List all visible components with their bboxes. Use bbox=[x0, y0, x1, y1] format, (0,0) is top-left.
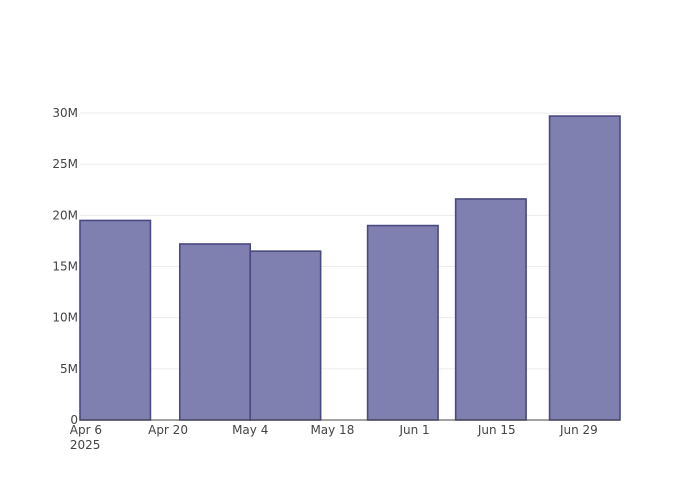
y-tick-label: 5M bbox=[60, 362, 78, 376]
bars bbox=[79, 115, 621, 421]
x-tick-label: Jun 1 bbox=[398, 423, 429, 437]
y-tick-label: 10M bbox=[52, 311, 78, 325]
gridlines bbox=[80, 112, 620, 370]
y-tick-label: 15M bbox=[52, 260, 78, 274]
y-tick-label: 30M bbox=[52, 106, 78, 120]
y-tick-label: 25M bbox=[52, 157, 78, 171]
x-tick-label: May 4 bbox=[232, 423, 268, 437]
x-tick-label: Apr 20 bbox=[148, 423, 188, 437]
y-tick-label: 0 bbox=[70, 413, 78, 427]
x-year-label: 2025 bbox=[70, 438, 101, 452]
bar[interactable] bbox=[178, 243, 252, 421]
tick-labels: 0 5M 10M 15M 20M 25M 30M Apr 6 Apr 20 May 4 May 18… bbox=[52, 106, 597, 452]
x-tick-label: May 18 bbox=[310, 423, 354, 437]
bar[interactable] bbox=[454, 198, 527, 421]
bar[interactable] bbox=[249, 250, 322, 421]
x-tick-label: Jun 29 bbox=[559, 423, 598, 437]
bar[interactable] bbox=[366, 224, 439, 421]
x-tick-label: Jun 15 bbox=[477, 423, 516, 437]
x-tick-label: Apr 6 bbox=[70, 423, 102, 437]
bar[interactable] bbox=[548, 115, 621, 421]
bar[interactable] bbox=[79, 219, 152, 421]
y-tick-label: 20M bbox=[52, 208, 78, 222]
